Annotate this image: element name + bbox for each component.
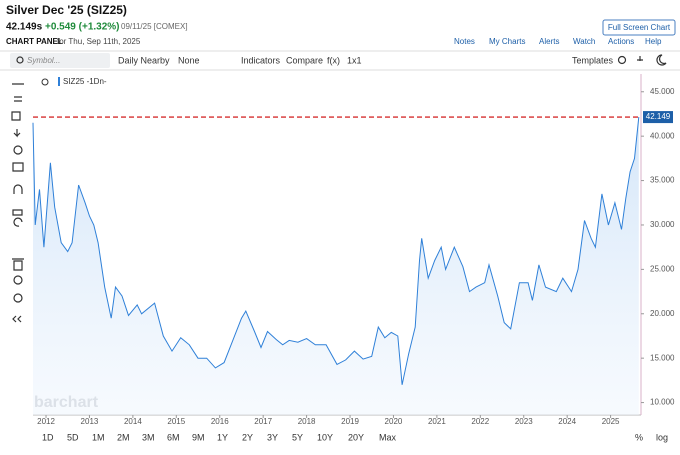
x-tick-label: 2022 [471, 417, 489, 426]
y-tick-label: 45.000 [650, 87, 675, 96]
range-button[interactable]: 6M [167, 432, 180, 442]
toolbar-item[interactable]: Daily Nearby [118, 55, 170, 65]
scale-option[interactable]: % [635, 432, 643, 442]
range-button[interactable]: 5Y [292, 432, 303, 442]
legend-entry: SIZ25 -1Dn- [63, 77, 107, 86]
visibility-toggle[interactable] [41, 78, 49, 86]
x-tick-label: 2018 [298, 417, 316, 426]
panel-label: CHART PANEL [6, 37, 63, 46]
scale-option[interactable]: log [656, 432, 668, 442]
range-button[interactable]: 3Y [267, 432, 278, 442]
date-exchange: 09/11/25 [COMEX] [121, 22, 188, 31]
price: 42.149s [6, 22, 43, 33]
toolbar-item[interactable]: f(x) [327, 55, 340, 65]
range-button[interactable]: 2M [117, 432, 130, 442]
x-tick-label: 2024 [558, 417, 576, 426]
tool-icon[interactable] [11, 83, 24, 121]
area [33, 117, 639, 415]
toolbar-item[interactable]: None [178, 55, 200, 65]
y-tick-label: 20.000 [650, 309, 675, 318]
header-link[interactable]: My Charts [489, 37, 525, 46]
x-tick-label: 2017 [254, 417, 272, 426]
range-button[interactable]: 10Y [317, 432, 333, 442]
range-button[interactable]: 1M [92, 432, 105, 442]
x-tick-label: 2015 [167, 417, 185, 426]
x-tick-label: 2013 [81, 417, 99, 426]
price-line [32, 117, 640, 385]
toolbar-item[interactable]: 1x1 [347, 55, 362, 65]
range-button[interactable]: 5D [67, 432, 79, 442]
templates[interactable]: Templates [572, 55, 614, 65]
x-tick-label: 2019 [341, 417, 359, 426]
header-link[interactable]: Help [645, 37, 662, 46]
tool-icon[interactable] [12, 184, 24, 271]
collapse[interactable] [12, 315, 22, 323]
y-tick-label: 30.000 [650, 220, 675, 229]
y-tick-label: 10.000 [650, 398, 675, 407]
settings-icon[interactable] [617, 55, 627, 65]
range-button[interactable]: 1D [42, 432, 54, 442]
x-tick-label: 2023 [515, 417, 533, 426]
last-price-tag [643, 111, 673, 124]
range-button[interactable]: 20Y [348, 432, 364, 442]
x-tick-label: 2020 [385, 417, 403, 426]
panel-date: for Thu, Sep 11th, 2025 [57, 37, 141, 46]
range-button[interactable]: 1Y [217, 432, 228, 442]
zoom-out[interactable] [13, 293, 23, 303]
tool-icon[interactable] [13, 129, 21, 138]
x-tick-label: 2016 [211, 417, 229, 426]
range-button[interactable]: 9M [192, 432, 205, 442]
header-link[interactable]: Actions [608, 37, 634, 46]
range-button[interactable]: 2Y [242, 432, 253, 442]
header-link[interactable]: Alerts [539, 37, 559, 46]
x-tick-label: 2014 [124, 417, 142, 426]
full-screen-label[interactable]: Full Screen Chart [608, 23, 671, 32]
y-tick-label: 15.000 [650, 353, 675, 362]
x-tick-label: 2012 [37, 417, 55, 426]
y-tick-label: 35.000 [650, 176, 675, 185]
header-link[interactable]: Watch [573, 37, 595, 46]
header-link[interactable]: Notes [454, 37, 475, 46]
search-icon [16, 56, 24, 64]
legend-swatch [58, 77, 60, 86]
font-icon[interactable] [637, 56, 643, 61]
title: Silver Dec '25 (SIZ25) [6, 3, 127, 17]
tool-icon[interactable] [12, 162, 24, 172]
last-price-label: 42.149 [646, 112, 671, 121]
change: +0.549 (+1.32%) [45, 22, 120, 33]
symbol-placeholder: Symbol... [27, 56, 60, 65]
symbol-input[interactable] [10, 53, 110, 68]
zoom-in[interactable] [13, 275, 23, 285]
toolbar-item[interactable]: Indicators [241, 55, 281, 65]
x-tick-label: 2021 [428, 417, 446, 426]
x-tick-label: 2025 [602, 417, 620, 426]
range-button[interactable]: Max [379, 432, 397, 442]
y-tick-label: 25.000 [650, 264, 675, 273]
full-screen-button[interactable] [602, 19, 676, 36]
y-tick-label: 40.000 [650, 131, 675, 140]
range-button[interactable]: 3M [142, 432, 155, 442]
toolbar-item[interactable]: Compare [286, 55, 323, 65]
drawing-tools [11, 83, 24, 323]
tool-icon[interactable] [13, 145, 23, 155]
theme-icon[interactable] [656, 54, 667, 66]
